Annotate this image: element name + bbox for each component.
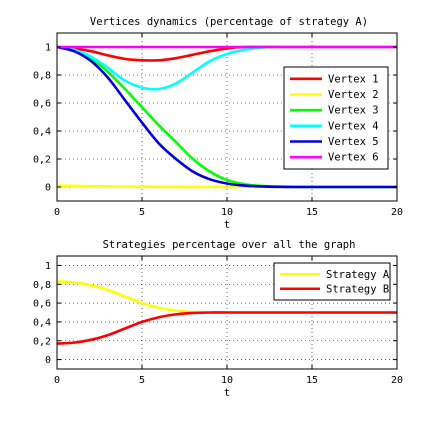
x-tick-label: 20 bbox=[391, 207, 403, 218]
legend-label-2: Strategy B bbox=[326, 283, 389, 295]
y-tick-label: 0,4 bbox=[33, 317, 51, 328]
x-tick-label: 15 bbox=[306, 375, 318, 386]
x-tick-label: 5 bbox=[139, 207, 145, 218]
x-tick-label: 10 bbox=[221, 375, 233, 386]
y-tick-label: 1 bbox=[45, 43, 51, 54]
x-tick-label: 15 bbox=[306, 207, 318, 218]
chart-panel-1: 0 5 10 15 20 0 0,2 0,4 0,6 0,8 1 Vertices dynamics … bbox=[33, 16, 403, 231]
y-tick-label: 0,4 bbox=[33, 127, 51, 138]
x-tick-label: 20 bbox=[391, 375, 403, 386]
y-tick-label: 0,8 bbox=[33, 280, 51, 291]
y-tick-label: 0,8 bbox=[33, 71, 51, 82]
chart-title: Vertices dynamics (percentage of strateg… bbox=[90, 16, 368, 28]
y-tick-label: 0,6 bbox=[33, 99, 51, 110]
series-line-2 bbox=[56, 311, 398, 345]
series-line-5 bbox=[56, 45, 398, 189]
x-tick-label: 0 bbox=[54, 375, 60, 386]
legend-label-1: Strategy A bbox=[326, 269, 390, 281]
y-tick-label: 0,6 bbox=[33, 299, 51, 310]
legend-box bbox=[273, 262, 391, 301]
x-axis-label: t bbox=[224, 387, 230, 399]
x-tick-label: 10 bbox=[221, 207, 233, 218]
legend-label-1: Vertex 1 bbox=[328, 73, 379, 85]
legend-label-5: Vertex 5 bbox=[328, 136, 379, 148]
legend-label-6: Vertex 6 bbox=[328, 152, 379, 164]
x-tick-label: 0 bbox=[54, 207, 60, 218]
chart-panel-2: 0 5 10 15 20 0 0,2 0,4 0,6 0,8 1 Strategies percent… bbox=[33, 239, 403, 399]
legend-label-4: Vertex 4 bbox=[328, 120, 379, 132]
x-tick-label: 5 bbox=[139, 375, 145, 386]
chart-title: Strategies percentage over all the graph bbox=[103, 239, 356, 251]
y-tick-label: 0,2 bbox=[33, 336, 51, 347]
legend: Vertex 1 Vertex 2 Vertex 3 Vertex 4 Vertex 5… bbox=[283, 66, 389, 170]
y-tick-label: 0 bbox=[45, 183, 51, 194]
legend-label-3: Vertex 3 bbox=[328, 105, 379, 117]
legend-box bbox=[283, 66, 389, 170]
y-tick-label: 0,2 bbox=[33, 155, 51, 166]
legend-label-2: Vertex 2 bbox=[328, 89, 379, 101]
y-tick-label: 0 bbox=[45, 355, 51, 366]
y-tick-label: 1 bbox=[45, 261, 51, 272]
x-axis-label: t bbox=[224, 219, 230, 231]
legend: Strategy A Strategy B bbox=[273, 262, 391, 301]
